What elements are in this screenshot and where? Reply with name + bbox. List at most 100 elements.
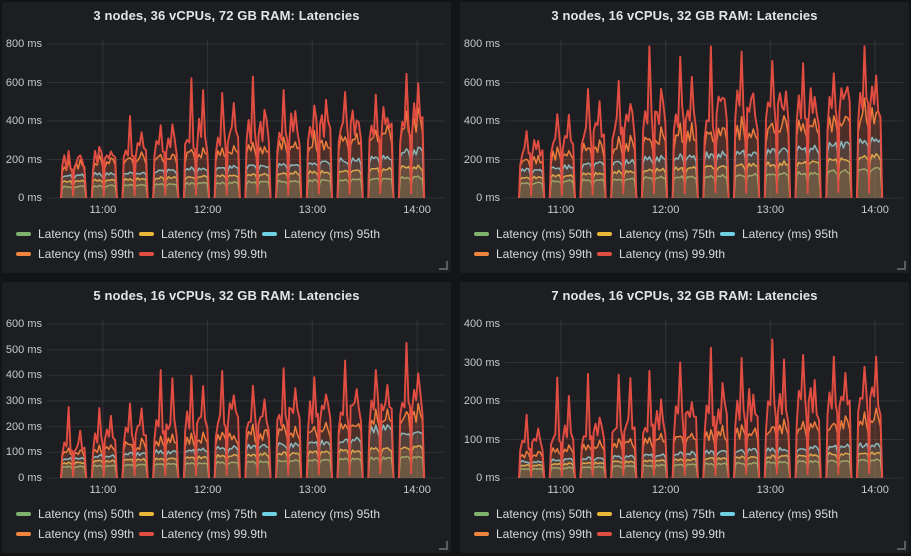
y-axis-label: 200 ms bbox=[463, 153, 500, 166]
legend-item-99th[interactable]: Latency (ms) 99th bbox=[474, 244, 597, 264]
legend-label: Latency (ms) 50th bbox=[38, 227, 135, 241]
y-axis-label: 600 ms bbox=[5, 318, 42, 330]
x-axis-label: 13:00 bbox=[298, 484, 327, 496]
legend-item-50th[interactable]: Latency (ms) 50th bbox=[474, 224, 597, 244]
latency-panel-1: 3 nodes, 36 vCPUs, 72 GB RAM: Latencies … bbox=[2, 2, 451, 273]
latency-panel-3: 5 nodes, 16 vCPUs, 32 GB RAM: Latencies … bbox=[2, 282, 451, 553]
x-axis-label: 14:00 bbox=[861, 204, 889, 216]
series-color-swatch-icon bbox=[597, 532, 612, 536]
y-axis-label: 100 ms bbox=[5, 446, 42, 459]
series-color-swatch-icon bbox=[474, 532, 489, 536]
legend-label: Latency (ms) 95th bbox=[284, 227, 381, 241]
y-axis-label: 400 ms bbox=[5, 369, 42, 382]
legend-label: Latency (ms) 75th bbox=[619, 227, 716, 241]
series-line-99.9th bbox=[60, 341, 426, 479]
legend-item-50th[interactable]: Latency (ms) 50th bbox=[16, 504, 139, 524]
legend: Latency (ms) 50th Latency (ms) 75th Latenc… bbox=[474, 504, 901, 544]
legend-item-95th[interactable]: Latency (ms) 95th bbox=[262, 504, 385, 524]
panel-title[interactable]: 7 nodes, 16 vCPUs, 32 GB RAM: Latencies bbox=[551, 288, 818, 303]
legend-item-99th[interactable]: Latency (ms) 99th bbox=[16, 244, 139, 264]
legend-item-99.9th[interactable]: Latency (ms) 99.9th bbox=[139, 244, 267, 264]
latency-graph[interactable] bbox=[47, 312, 445, 482]
panel-resize-handle-icon[interactable] bbox=[897, 541, 906, 550]
latency-panel-4: 7 nodes, 16 vCPUs, 32 GB RAM: Latencies … bbox=[460, 282, 909, 553]
panel-resize-handle-icon[interactable] bbox=[897, 261, 906, 270]
x-axis-label: 14:00 bbox=[403, 204, 431, 216]
y-axis-label: 200 ms bbox=[463, 395, 500, 407]
legend-label: Latency (ms) 95th bbox=[284, 507, 381, 521]
x-axis-label: 14:00 bbox=[861, 484, 889, 496]
y-axis-label: 0 ms bbox=[476, 192, 500, 204]
series-color-swatch-icon bbox=[139, 232, 154, 236]
x-axis-label: 11:00 bbox=[89, 204, 117, 216]
x-axis-label: 11:00 bbox=[547, 204, 575, 216]
series-color-swatch-icon bbox=[262, 512, 277, 516]
panel-resize-handle-icon[interactable] bbox=[439, 541, 448, 550]
y-axis-label: 400 ms bbox=[463, 318, 500, 330]
legend-item-99.9th[interactable]: Latency (ms) 99.9th bbox=[597, 244, 725, 264]
legend-label: Latency (ms) 95th bbox=[742, 507, 839, 521]
series-color-swatch-icon bbox=[720, 512, 735, 516]
series-color-swatch-icon bbox=[262, 232, 277, 236]
x-axis-label: 13:00 bbox=[756, 484, 785, 496]
legend-item-75th[interactable]: Latency (ms) 75th bbox=[597, 504, 720, 524]
x-axis-label: 11:00 bbox=[547, 484, 575, 496]
latency-graph[interactable] bbox=[47, 32, 445, 202]
legend-label: Latency (ms) 95th bbox=[742, 227, 839, 241]
series-color-swatch-icon bbox=[597, 512, 612, 516]
legend-label: Latency (ms) 99th bbox=[38, 527, 135, 541]
legend-label: Latency (ms) 99.9th bbox=[619, 247, 726, 261]
y-axis-label: 100 ms bbox=[463, 433, 500, 446]
legend-label: Latency (ms) 99th bbox=[496, 527, 593, 541]
legend: Latency (ms) 50th Latency (ms) 75th Latenc… bbox=[16, 504, 443, 544]
x-axis-label: 12:00 bbox=[651, 204, 680, 216]
x-axis-label: 13:00 bbox=[756, 204, 785, 216]
series-color-swatch-icon bbox=[720, 232, 735, 236]
series-color-swatch-icon bbox=[16, 512, 31, 516]
legend-item-95th[interactable]: Latency (ms) 95th bbox=[262, 224, 385, 244]
legend-item-99th[interactable]: Latency (ms) 99th bbox=[16, 524, 139, 544]
legend-item-50th[interactable]: Latency (ms) 50th bbox=[474, 504, 597, 524]
legend-label: Latency (ms) 75th bbox=[161, 227, 258, 241]
y-axis-label: 800 ms bbox=[463, 38, 500, 50]
y-axis-label: 800 ms bbox=[5, 38, 42, 50]
legend-label: Latency (ms) 99.9th bbox=[161, 527, 268, 541]
legend-item-75th[interactable]: Latency (ms) 75th bbox=[139, 504, 262, 524]
legend-label: Latency (ms) 50th bbox=[38, 507, 135, 521]
legend: Latency (ms) 50th Latency (ms) 75th Latenc… bbox=[16, 224, 443, 264]
legend-label: Latency (ms) 99th bbox=[38, 247, 135, 261]
legend-item-99.9th[interactable]: Latency (ms) 99.9th bbox=[139, 524, 267, 544]
panel-title[interactable]: 5 nodes, 16 vCPUs, 32 GB RAM: Latencies bbox=[93, 288, 360, 303]
latency-graph[interactable] bbox=[505, 312, 903, 482]
latency-graph[interactable] bbox=[505, 32, 903, 202]
y-axis-label: 600 ms bbox=[463, 76, 500, 89]
panel-resize-handle-icon[interactable] bbox=[439, 261, 448, 270]
y-axis-label: 200 ms bbox=[5, 153, 42, 166]
y-axis-label: 500 ms bbox=[5, 343, 42, 356]
series-color-swatch-icon bbox=[474, 252, 489, 256]
series-color-swatch-icon bbox=[474, 232, 489, 236]
x-axis-label: 11:00 bbox=[89, 484, 117, 496]
legend: Latency (ms) 50th Latency (ms) 75th Latenc… bbox=[474, 224, 901, 264]
legend-item-95th[interactable]: Latency (ms) 95th bbox=[720, 504, 843, 524]
legend-item-95th[interactable]: Latency (ms) 95th bbox=[720, 224, 843, 244]
x-axis-label: 12:00 bbox=[193, 484, 222, 496]
series-color-swatch-icon bbox=[16, 532, 31, 536]
y-axis-label: 0 ms bbox=[18, 192, 42, 204]
legend-label: Latency (ms) 50th bbox=[496, 507, 593, 521]
legend-item-99.9th[interactable]: Latency (ms) 99.9th bbox=[597, 524, 725, 544]
legend-item-75th[interactable]: Latency (ms) 75th bbox=[139, 224, 262, 244]
latency-panel-2: 3 nodes, 16 vCPUs, 32 GB RAM: Latencies … bbox=[460, 2, 909, 273]
series-color-swatch-icon bbox=[139, 532, 154, 536]
panel-title[interactable]: 3 nodes, 36 vCPUs, 72 GB RAM: Latencies bbox=[93, 8, 360, 23]
y-axis-label: 600 ms bbox=[5, 76, 42, 89]
panel-title[interactable]: 3 nodes, 16 vCPUs, 32 GB RAM: Latencies bbox=[551, 8, 818, 23]
legend-label: Latency (ms) 75th bbox=[619, 507, 716, 521]
legend-item-50th[interactable]: Latency (ms) 50th bbox=[16, 224, 139, 244]
series-line-99.9th bbox=[518, 338, 884, 479]
series-color-swatch-icon bbox=[16, 232, 31, 236]
legend-item-75th[interactable]: Latency (ms) 75th bbox=[597, 224, 720, 244]
legend-label: Latency (ms) 50th bbox=[496, 227, 593, 241]
y-axis-label: 300 ms bbox=[463, 356, 500, 369]
legend-item-99th[interactable]: Latency (ms) 99th bbox=[474, 524, 597, 544]
